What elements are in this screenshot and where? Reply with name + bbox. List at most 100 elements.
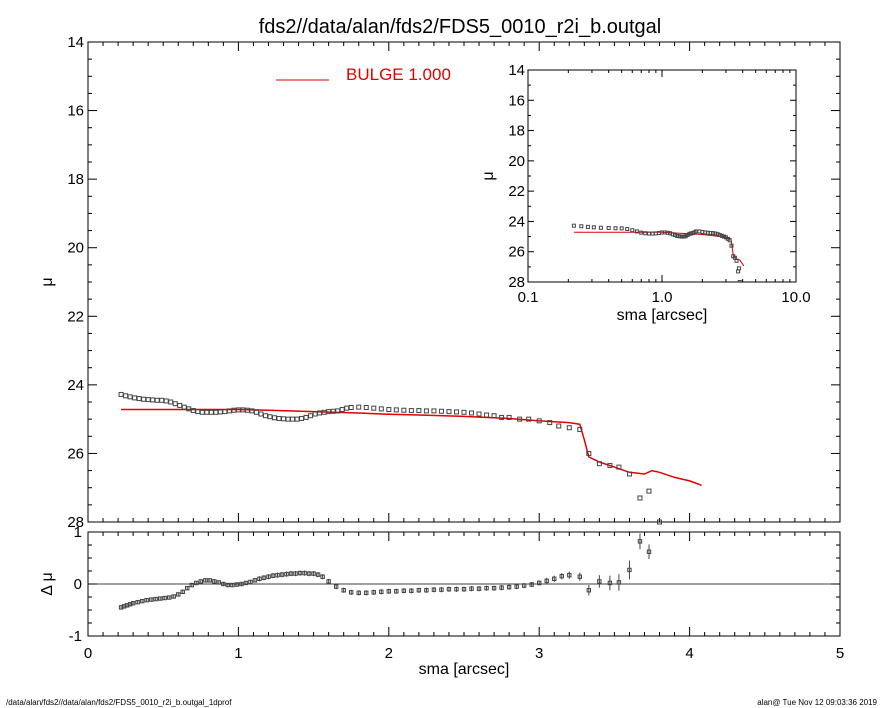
main-data-point	[190, 408, 196, 414]
main-data-point	[303, 414, 309, 420]
residual-data-point	[130, 601, 136, 606]
main-data-point	[168, 399, 174, 405]
residual-data-point	[401, 588, 407, 593]
main-y-tick-label: 26	[67, 445, 84, 462]
residual-data-point	[341, 588, 346, 593]
main-data-point	[348, 404, 354, 410]
main-data-point	[294, 416, 300, 422]
residual-data-point	[162, 595, 167, 601]
inset-data-point	[729, 243, 734, 248]
inset-y-tick-label: 24	[508, 213, 525, 230]
inset-y-tick-label: 26	[508, 244, 525, 261]
residual-data-point	[153, 596, 158, 602]
residual-data-point	[356, 590, 361, 596]
residual-data-point	[439, 587, 444, 592]
residual-data-point	[239, 581, 244, 587]
residual-data-point	[552, 576, 557, 581]
main-data-point	[506, 414, 512, 420]
main-y-tick-label: 20	[67, 240, 84, 257]
residual-data-point	[529, 582, 534, 587]
residual-data-point	[230, 582, 235, 588]
main-y-tick-label: 18	[67, 171, 84, 188]
main-data-point	[308, 413, 314, 419]
legend-label-bulge: BULGE 1.000	[346, 65, 451, 84]
inset-data-point	[571, 223, 576, 228]
inset-y-tick-label: 16	[508, 92, 525, 109]
main-data-point	[118, 391, 124, 397]
main-data-point	[231, 407, 237, 413]
residual-data-point	[484, 585, 489, 591]
residual-data-point	[279, 572, 285, 577]
residual-data-point	[476, 586, 482, 591]
main-data-point	[616, 464, 622, 470]
residual-data-point	[616, 580, 622, 585]
residual-data-point	[349, 590, 354, 595]
main-data-point	[204, 409, 210, 415]
inset-frame	[527, 69, 797, 283]
main-data-point	[657, 519, 663, 525]
residual-y-axis-label: Δ μ	[39, 572, 56, 595]
main-y-tick-label: 14	[67, 34, 84, 51]
main-data-point	[626, 471, 632, 477]
residual-x-tick-label: 0	[84, 645, 92, 662]
inset-y-tick-label: 14	[508, 62, 525, 79]
residual-data-point	[243, 580, 249, 586]
inset-y-tick-label: 28	[508, 274, 525, 291]
main-data-point	[408, 408, 414, 414]
residual-data-point	[261, 575, 267, 580]
main-data-point	[154, 397, 160, 403]
main-data-point	[141, 396, 147, 402]
residual-data-point	[567, 572, 572, 578]
residual-data-point	[297, 570, 303, 576]
residual-data-point	[288, 571, 294, 576]
residual-y-tick-label: -1	[69, 628, 82, 645]
residual-y-tick-label: 0	[74, 576, 82, 593]
inset-data-point	[606, 225, 611, 230]
inset-x-tick-label: 1.0	[652, 289, 673, 306]
residual-data-point	[607, 580, 613, 586]
residual-data-point	[315, 572, 321, 577]
inset-y-axis-label: μ	[480, 171, 497, 180]
main-data-point	[416, 408, 422, 414]
residual-data-point	[559, 574, 564, 579]
residual-data-point	[189, 582, 194, 588]
residual-data-point	[537, 580, 542, 586]
main-data-point	[317, 410, 323, 416]
main-data-point	[547, 420, 553, 426]
residual-data-point	[180, 589, 185, 594]
residual-data-point	[185, 585, 190, 591]
residual-data-point	[469, 586, 474, 591]
inset-data-point	[719, 233, 724, 238]
main-data-point	[446, 409, 452, 415]
residual-data-point	[148, 597, 154, 602]
residual-data-point	[521, 583, 527, 588]
residual-data-point	[257, 576, 262, 581]
main-data-point	[299, 415, 305, 421]
residual-data-point	[293, 571, 298, 576]
residual-data-point	[221, 581, 226, 587]
inset-data-point	[625, 227, 630, 231]
inset-x-tick-label: 0.1	[518, 289, 539, 306]
main-data-point	[556, 423, 562, 429]
residual-data-point	[544, 578, 549, 584]
residual-data-point	[135, 600, 140, 605]
inset-data-point	[736, 266, 741, 271]
main-data-point	[262, 413, 268, 419]
inset-data-point	[727, 238, 732, 243]
main-data-point	[491, 413, 497, 419]
residual-data-point	[176, 592, 181, 597]
inset-data-point	[734, 258, 739, 263]
inset-data-point	[585, 224, 590, 229]
residual-x-axis-label: sma [arcsec]	[419, 661, 510, 678]
main-y-tick-label: 24	[67, 377, 84, 394]
main-data-point	[393, 407, 399, 413]
residual-data-point	[194, 580, 199, 586]
inset-data-point	[677, 234, 682, 239]
residual-data-point	[203, 578, 208, 583]
residual-data-point	[446, 587, 452, 592]
residual-data-point	[157, 596, 163, 601]
residual-data-point	[379, 589, 384, 594]
main-data-point	[177, 402, 183, 408]
inset-y-tick-label: 18	[508, 123, 525, 140]
